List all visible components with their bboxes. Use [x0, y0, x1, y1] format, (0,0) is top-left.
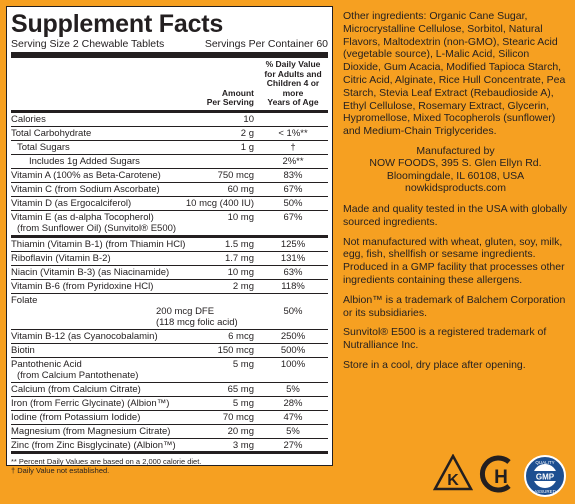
svg-text:GMP: GMP	[536, 473, 555, 482]
svg-text:ASSURED: ASSURED	[534, 489, 557, 494]
manufactured-by: Manufactured by	[416, 144, 495, 157]
nutrient-row: Riboflavin (Vitamin B-2) 1.7 mg 131%	[11, 252, 328, 266]
sunvitol-trademark: Sunvitol® E500 is a registered trademark…	[343, 326, 547, 352]
storage-instructions: Store in a cool, dry place after opening…	[343, 358, 526, 371]
nutrient-row: Calories 10	[11, 113, 328, 127]
serving-size: Serving Size 2 Chewable Tablets	[11, 38, 165, 50]
company-city: Bloomingdale, IL 60108, USA	[386, 169, 525, 182]
halal-icon: H	[479, 455, 511, 493]
svg-text:QUALITY: QUALITY	[535, 460, 554, 465]
nutrient-row: Vitamin C (from Sodium Ascorbate) 60 mg …	[11, 183, 328, 197]
nutrient-row: Vitamin B-6 (from Pyridoxine HCl) 2 mg 1…	[11, 280, 328, 294]
panel-title: Supplement Facts	[11, 10, 224, 38]
nutrient-row: Vitamin A (100% as Beta-Carotene) 750 mc…	[11, 169, 328, 183]
website: nowkidsproducts.com	[405, 182, 506, 195]
nutrient-row: Includes 1g Added Sugars 2%**	[11, 155, 328, 169]
nutrient-row: Vitamin E (as d-alpha Tocopherol) (from …	[11, 211, 328, 238]
label-text-column: Other ingredients: Organic Cane Sugar, M…	[343, 10, 568, 379]
made-in-usa: Made and quality tested in the USA with …	[343, 202, 568, 228]
nutrient-row: Iron (from Ferric Glycinate) (Albion™) 5…	[11, 397, 328, 411]
nutrient-row: Total Carbohydrate 2 g < 1%**	[11, 127, 328, 141]
manufacturer-block: Manufactured by NOW FOODS, 395 S. Glen E…	[343, 145, 568, 195]
nutrient-row: Folate 200 mcg DFE (118 mcg folic acid) …	[11, 294, 328, 330]
company-address: NOW FOODS, 395 S. Glen Ellyn Rd.	[369, 157, 542, 170]
nutrient-row: Thiamin (Vitamin B-1) (from Thiamin HCl)…	[11, 238, 328, 252]
svg-text:H: H	[494, 467, 508, 488]
serving-info: Serving Size 2 Chewable Tablets Servings…	[11, 38, 328, 58]
nutrient-row: Pantothenic Acid (from Calcium Pantothen…	[11, 358, 328, 383]
kosher-icon: K	[433, 454, 473, 491]
nutrient-row: Magnesium (from Magnesium Citrate) 20 mg…	[11, 425, 328, 439]
albion-trademark: Albion™ is a trademark of Balchem Corpor…	[343, 293, 566, 319]
nutrient-row: Calcium (from Calcium Citrate) 65 mg 5%	[11, 383, 328, 397]
other-ingredients: Other ingredients: Organic Cane Sugar, M…	[343, 10, 566, 138]
daily-value-header: % Daily Value for Adults and Children 4 …	[264, 59, 322, 107]
supplement-facts-panel: Supplement Facts Serving Size 2 Chewable…	[6, 6, 333, 475]
nutrient-row: Zinc (from Zinc Bisglycinate) (Albion™) …	[11, 439, 303, 451]
gmp-quality-assured-icon: GMP QUALITY ASSURED	[524, 455, 566, 497]
nutrient-row: Total Sugars 1 g †	[11, 141, 328, 155]
nutrient-row: Vitamin D (as Ergocalciferol) 10 mcg (40…	[11, 197, 328, 211]
nutrient-row: Iodine (from Potassium Iodide) 70 mcg 47…	[11, 411, 328, 425]
nutrient-row: Niacin (Vitamin B-3) (as Niacinamide) 10…	[11, 266, 328, 280]
footnotes: ** Percent Daily Values are based on a 2…	[11, 450, 328, 475]
servings-per-container: Servings Per Container 60	[204, 38, 328, 50]
footnote-percent-dv: ** Percent Daily Values are based on a 2…	[11, 456, 202, 466]
nutrient-row: Biotin 150 mcg 500%	[11, 344, 328, 358]
allergen-statement: Not manufactured with wheat, gluten, soy…	[343, 235, 565, 286]
svg-text:K: K	[447, 472, 459, 489]
amount-header: Amount Per Serving	[206, 87, 254, 107]
nutrient-row: Vitamin B-12 (as Cyanocobalamin) 6 mcg 2…	[11, 330, 328, 344]
certification-logos: K H GMP QUALITY ASSURED	[433, 454, 573, 500]
footnote-dv-not-established: † Daily Value not established.	[11, 465, 110, 475]
column-header: Amount Per Serving % Daily Value for Adu…	[11, 58, 328, 113]
